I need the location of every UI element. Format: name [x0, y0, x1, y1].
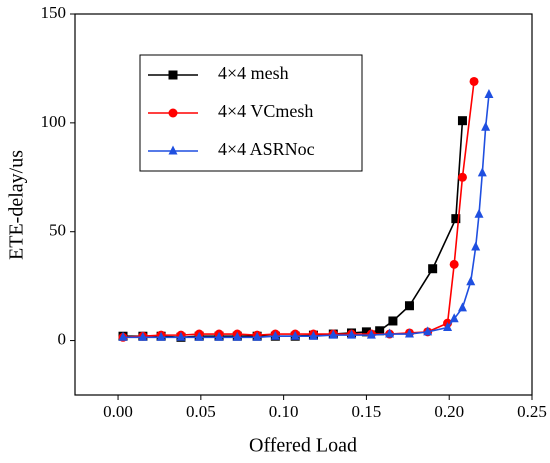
marker: [449, 313, 459, 323]
marker: [375, 326, 385, 336]
marker: [451, 214, 461, 224]
marker: [214, 331, 224, 341]
x-tick-label: 0.20: [434, 402, 464, 421]
marker: [474, 208, 484, 218]
x-tick-label: 0.00: [103, 402, 133, 421]
x-tick-label: 0.05: [186, 402, 216, 421]
marker: [347, 329, 357, 339]
y-tick-label: 150: [41, 3, 67, 22]
legend-label: 4×4 VCmesh: [218, 101, 313, 121]
marker: [449, 259, 459, 269]
marker: [366, 329, 376, 339]
marker: [194, 331, 204, 341]
marker: [308, 330, 318, 340]
marker: [361, 327, 371, 337]
series-line: [123, 94, 490, 339]
marker: [156, 331, 166, 341]
marker: [138, 331, 148, 341]
marker: [168, 70, 178, 80]
marker: [457, 116, 467, 126]
marker: [477, 167, 487, 177]
y-tick-label: 50: [49, 221, 66, 240]
marker: [385, 328, 395, 338]
marker: [428, 264, 438, 274]
marker: [388, 316, 398, 326]
marker: [457, 172, 467, 182]
marker: [469, 76, 479, 86]
marker: [457, 302, 467, 312]
marker: [484, 89, 494, 99]
marker: [404, 328, 414, 338]
x-axis-title: Offered Load: [249, 435, 357, 457]
marker: [118, 331, 128, 341]
legend-label: 4×4 mesh: [218, 63, 289, 83]
marker: [423, 326, 433, 336]
marker: [168, 145, 178, 155]
marker: [443, 322, 453, 332]
x-tick-label: 0.15: [352, 402, 382, 421]
marker: [466, 276, 476, 286]
legend-label: 4×4 ASRNoc: [218, 139, 315, 159]
x-tick-label: 0.10: [269, 402, 299, 421]
marker: [471, 241, 481, 251]
x-tick-label: 0.25: [517, 402, 547, 421]
marker: [168, 108, 178, 118]
marker: [328, 329, 338, 339]
marker: [270, 330, 280, 340]
plot-frame: [74, 13, 533, 396]
marker: [252, 331, 262, 341]
y-axis-title: ETE-delay/us: [6, 150, 28, 260]
marker: [404, 301, 414, 311]
marker: [232, 331, 242, 341]
y-tick-label: 0: [58, 329, 67, 348]
marker: [176, 331, 186, 341]
y-tick-label: 100: [41, 112, 67, 131]
marker: [290, 330, 300, 340]
marker: [481, 121, 491, 131]
